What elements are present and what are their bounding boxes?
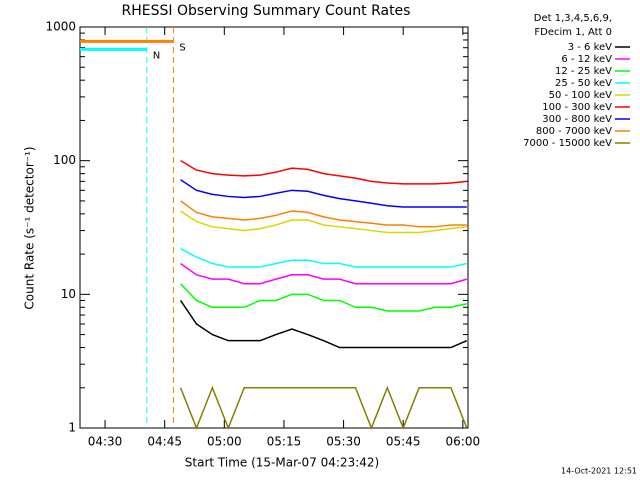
legend-header: FDecim 1, Att 0 <box>534 27 612 38</box>
x-tick-label: 05:45 <box>386 435 421 449</box>
series-line <box>179 300 468 349</box>
series-line <box>180 160 467 185</box>
legend-label: 100 - 300 keV <box>542 102 612 113</box>
legend-label: 6 - 12 keV <box>561 54 612 65</box>
legend-label: 25 - 50 keV <box>555 78 612 89</box>
legend-label: 300 - 800 keV <box>542 114 612 125</box>
x-tick-label: 06:00 <box>446 435 481 449</box>
plot-frame <box>79 26 469 429</box>
x-axis-label: Start Time (15-Mar-07 04:23:42) <box>185 456 379 470</box>
legend-label: 12 - 25 keV <box>555 66 612 77</box>
footer: 14-Oct-2021 12:51 <box>561 467 637 476</box>
series-line <box>180 210 467 234</box>
x-tick-label: 05:15 <box>267 435 302 449</box>
legend-label: 7000 - 15000 keV <box>523 138 612 149</box>
series-line <box>180 200 467 228</box>
legend-label: 800 - 7000 keV <box>536 126 612 137</box>
series-line <box>180 262 468 285</box>
y-tick-label: 10 <box>61 287 76 301</box>
x-tick-label: 04:45 <box>147 435 182 449</box>
series-line <box>180 179 467 208</box>
series-line <box>180 247 467 268</box>
y-tick-label: 1000 <box>45 20 76 34</box>
x-tick-label: 05:00 <box>207 435 242 449</box>
legend-header: Det 1,3,4,5,6,9, <box>534 13 612 24</box>
y-tick-label: 1 <box>68 421 76 435</box>
legend-label: 50 - 100 keV <box>549 90 613 101</box>
series-line <box>180 283 467 312</box>
chart-title: RHESSI Observing Summary Count Rates <box>122 3 411 19</box>
y-axis-label: Count Rate (s⁻¹ detector⁻¹) <box>23 146 37 309</box>
legend-label: 3 - 6 keV <box>568 42 612 53</box>
x-tick-label: 05:30 <box>326 435 361 449</box>
interval-label: S <box>179 42 185 53</box>
x-tick-label: 04:30 <box>88 435 123 449</box>
series-line <box>179 385 468 431</box>
y-tick-label: 100 <box>53 153 76 167</box>
interval-label: N <box>153 50 160 61</box>
